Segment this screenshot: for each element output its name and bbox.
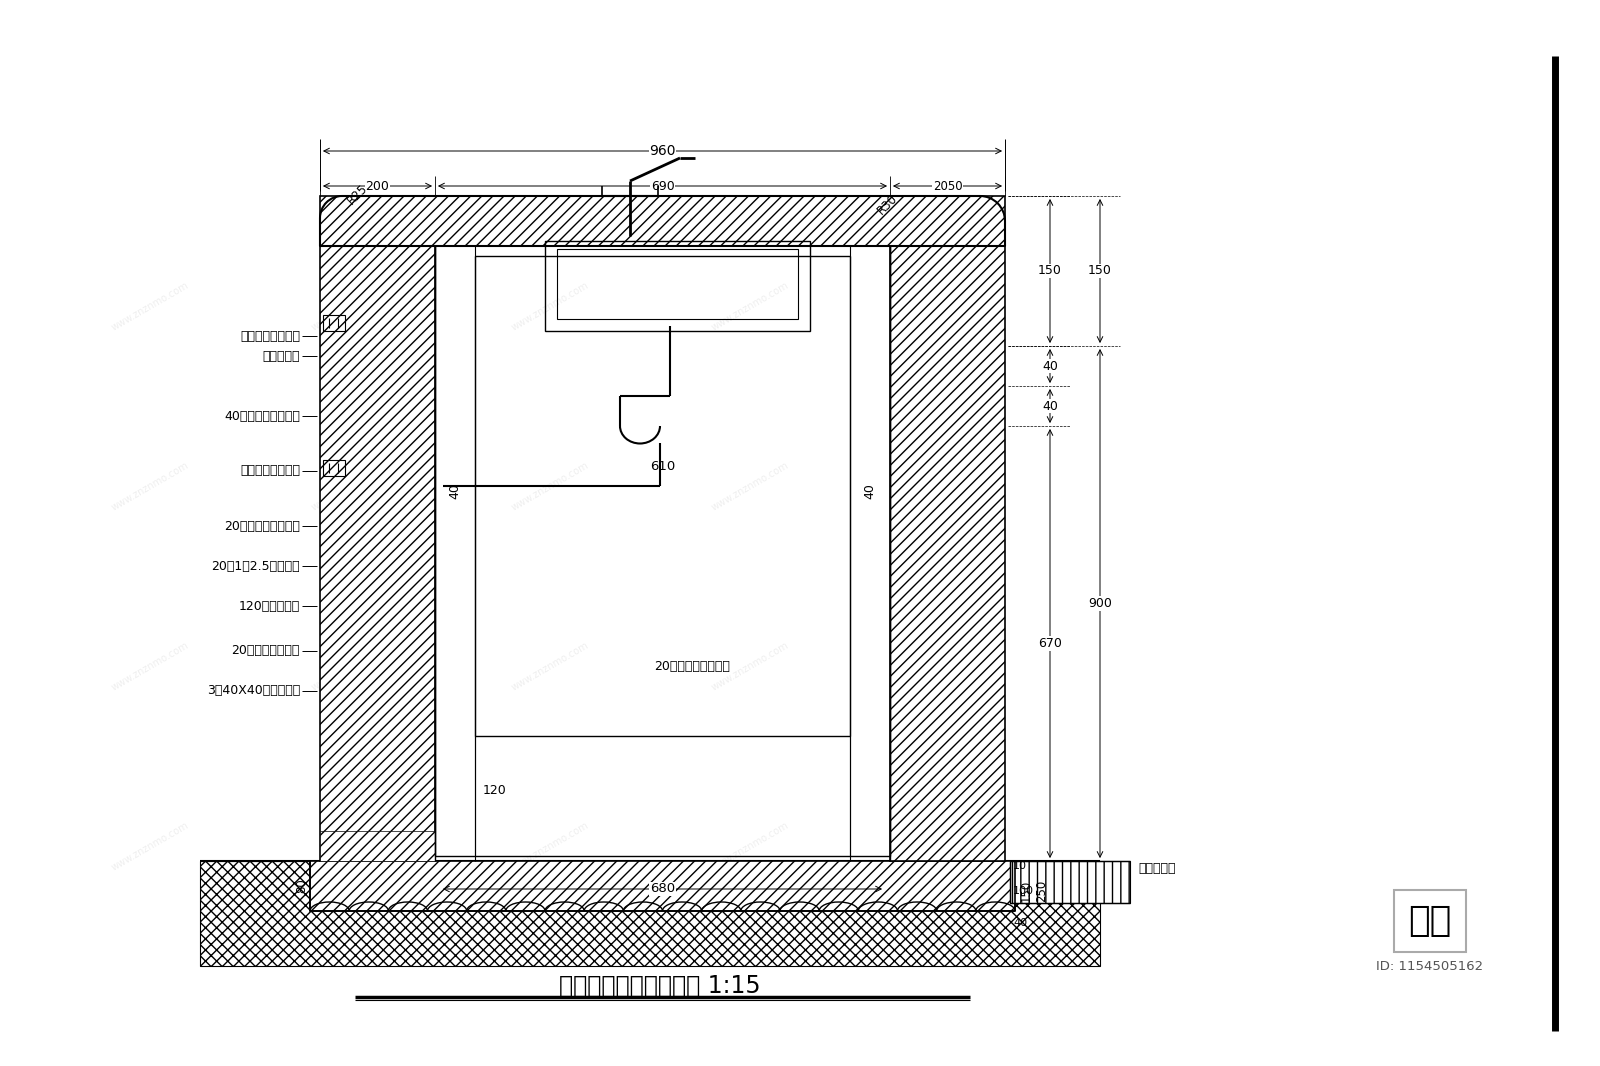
Text: 200: 200 bbox=[365, 179, 389, 193]
Text: 250: 250 bbox=[1035, 879, 1048, 902]
Text: 960: 960 bbox=[650, 144, 675, 158]
Bar bbox=[320, 246, 435, 861]
Text: 120: 120 bbox=[483, 785, 507, 797]
Text: 10: 10 bbox=[1013, 861, 1027, 871]
Text: R25: R25 bbox=[346, 181, 371, 207]
Text: 40: 40 bbox=[864, 483, 877, 499]
Bar bbox=[546, 241, 810, 332]
Text: www.znznmo.com: www.znznmo.com bbox=[709, 820, 790, 872]
Text: 690: 690 bbox=[651, 179, 674, 193]
Text: www.znznmo.com: www.znznmo.com bbox=[509, 279, 590, 333]
Text: 3厚40X40不锈钢支框: 3厚40X40不锈钢支框 bbox=[206, 684, 301, 697]
Bar bbox=[320, 831, 435, 861]
Bar bbox=[323, 314, 346, 332]
Text: 防水插座（下层）: 防水插座（下层） bbox=[240, 465, 301, 478]
Bar bbox=[310, 861, 1014, 911]
Text: 100: 100 bbox=[1013, 886, 1034, 897]
Text: www.znznmo.com: www.znznmo.com bbox=[109, 459, 190, 513]
Text: 40: 40 bbox=[1013, 918, 1027, 928]
Text: www.znznmo.com: www.znznmo.com bbox=[509, 820, 590, 872]
Text: 40: 40 bbox=[1042, 400, 1058, 413]
Text: 20厚灰色石英石贴面: 20厚灰色石英石贴面 bbox=[224, 519, 301, 533]
Text: 40: 40 bbox=[1042, 359, 1058, 372]
Text: www.znznmo.com: www.znznmo.com bbox=[309, 640, 390, 692]
Bar bbox=[1010, 861, 1130, 903]
Text: 680: 680 bbox=[650, 883, 675, 895]
Text: 20厚灰色石英石踢角: 20厚灰色石英石踢角 bbox=[654, 660, 731, 673]
Bar bbox=[557, 249, 798, 319]
Polygon shape bbox=[200, 861, 1101, 966]
Text: www.znznmo.com: www.znznmo.com bbox=[909, 640, 990, 692]
Bar bbox=[320, 196, 1005, 246]
Text: 150: 150 bbox=[1021, 879, 1034, 902]
Text: www.znznmo.com: www.znznmo.com bbox=[709, 640, 790, 692]
Text: www.znznmo.com: www.znznmo.com bbox=[709, 279, 790, 333]
Text: 900: 900 bbox=[1088, 597, 1112, 610]
Text: 670: 670 bbox=[1038, 637, 1062, 650]
Text: 150: 150 bbox=[1038, 264, 1062, 277]
Text: www.znznmo.com: www.znznmo.com bbox=[909, 459, 990, 513]
Text: 不锈钢水槽: 不锈钢水槽 bbox=[262, 350, 301, 362]
Text: www.znznmo.com: www.znznmo.com bbox=[509, 640, 590, 692]
Text: 40厚灰色石英石台面: 40厚灰色石英石台面 bbox=[224, 409, 301, 422]
Text: 120厚砖砌结构: 120厚砖砌结构 bbox=[238, 599, 301, 613]
Text: 20厚1：2.5水泥砂浆: 20厚1：2.5水泥砂浆 bbox=[211, 560, 301, 572]
Text: 610: 610 bbox=[650, 459, 675, 472]
Text: www.znznmo.com: www.znznmo.com bbox=[309, 459, 390, 513]
Text: www.znznmo.com: www.znznmo.com bbox=[909, 279, 990, 333]
Text: 室外直边操做台剖面图 1:15: 室外直边操做台剖面图 1:15 bbox=[558, 974, 762, 998]
Text: www.znznmo.com: www.znznmo.com bbox=[709, 459, 790, 513]
Text: www.znznmo.com: www.znznmo.com bbox=[309, 279, 390, 333]
Text: www.znznmo.com: www.znznmo.com bbox=[309, 820, 390, 872]
Text: 木平台地面: 木平台地面 bbox=[1138, 862, 1176, 875]
Text: www.znznmo.com: www.znznmo.com bbox=[109, 640, 190, 692]
Bar bbox=[323, 461, 346, 477]
Text: www.znznmo.com: www.znznmo.com bbox=[909, 820, 990, 872]
Text: 150: 150 bbox=[1088, 264, 1112, 277]
Bar bbox=[890, 246, 1005, 861]
Text: 80: 80 bbox=[296, 878, 309, 893]
Text: 40: 40 bbox=[448, 483, 461, 499]
Text: 20厚白橡木色柜门: 20厚白橡木色柜门 bbox=[232, 645, 301, 658]
Text: 2050: 2050 bbox=[933, 179, 962, 193]
Text: www.znznmo.com: www.znznmo.com bbox=[109, 820, 190, 872]
Text: www.znznmo.com: www.znznmo.com bbox=[509, 459, 590, 513]
Bar bbox=[475, 256, 850, 736]
Text: 知末: 知末 bbox=[1408, 904, 1451, 938]
Text: R30: R30 bbox=[875, 192, 901, 217]
Text: ID: 1154505162: ID: 1154505162 bbox=[1376, 959, 1483, 972]
Text: www.znznmo.com: www.znznmo.com bbox=[109, 279, 190, 333]
Text: 防水插座（上层）: 防水插座（上层） bbox=[240, 329, 301, 342]
